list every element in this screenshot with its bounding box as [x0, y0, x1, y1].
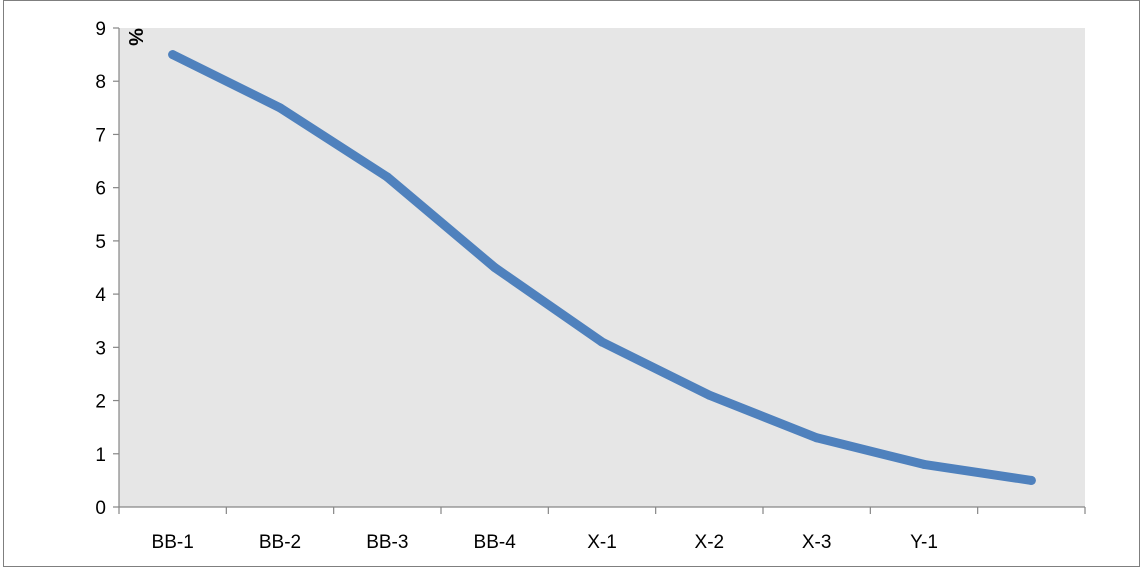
x-tick-label: X-3: [802, 532, 832, 553]
y-tick-label: 7: [95, 125, 106, 146]
x-tick-label: BB-4: [474, 532, 517, 553]
y-tick-label: 1: [95, 445, 106, 466]
y-tick-label: 4: [95, 285, 106, 306]
data-point: [812, 433, 822, 443]
x-tick-label: BB-2: [259, 532, 301, 553]
data-point: [275, 103, 285, 113]
y-tick-label: 5: [95, 232, 106, 253]
y-tick-label: 3: [95, 338, 106, 359]
data-point: [704, 390, 714, 400]
y-tick-label: 9: [95, 19, 106, 40]
series-layer: [168, 50, 1036, 485]
data-point: [597, 337, 607, 347]
x-tick-label: X-2: [695, 532, 725, 553]
y-tick-label: 0: [95, 498, 106, 519]
data-point: [1026, 475, 1036, 485]
y-tick-label: 2: [95, 392, 106, 413]
y-tick-label: 8: [95, 72, 106, 93]
x-tick-label: Y-1: [910, 532, 938, 553]
data-point: [382, 172, 392, 182]
x-tick-label: BB-3: [366, 532, 408, 553]
data-point: [490, 263, 500, 272]
y-axis-unit-label: %: [124, 28, 146, 46]
x-tick-label: X-1: [587, 532, 617, 553]
data-point: [919, 459, 929, 469]
axes: 0 1 2 3 4 5 6 7 8 9 BB-1 BB-2 BB-3 BB-4 X-1 X-2 X-3 Y-1: [95, 19, 1086, 553]
y-tick-label: 6: [95, 179, 106, 200]
x-tick-label: BB-1: [152, 532, 194, 553]
data-point: [168, 50, 178, 60]
